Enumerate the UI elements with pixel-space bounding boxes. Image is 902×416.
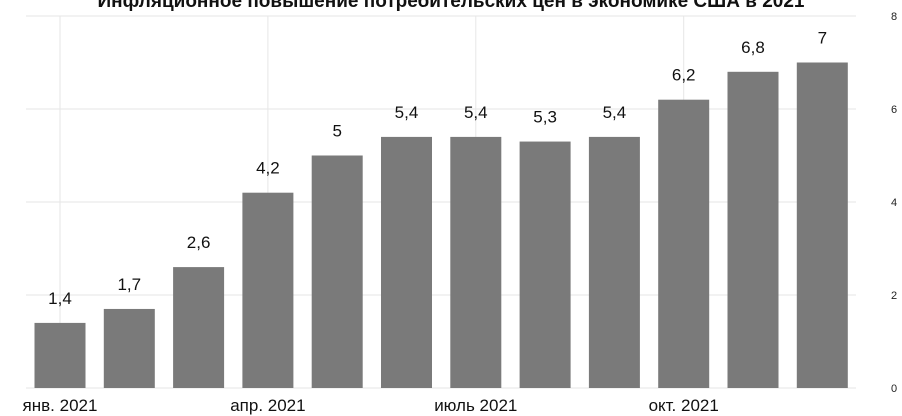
bar-8 — [588, 136, 640, 388]
data-label-11: 7 — [818, 29, 827, 48]
x-tick-label-1: апр. 2021 — [230, 396, 305, 415]
bar-0 — [34, 322, 86, 388]
x-tick-label-0: янв. 2021 — [23, 396, 98, 415]
x-tick-label-3: окт. 2021 — [649, 396, 719, 415]
data-label-1: 1,7 — [117, 275, 141, 294]
bar-11 — [796, 62, 848, 388]
chart-title: Инфляционное повышение потребительских ц… — [97, 0, 805, 12]
data-label-3: 4,2 — [256, 159, 280, 178]
data-label-10: 6,8 — [741, 38, 765, 57]
bar-9 — [658, 99, 710, 388]
bar-2 — [173, 267, 225, 388]
bar-5 — [381, 136, 432, 388]
bar-10 — [727, 71, 779, 389]
data-label-2: 2,6 — [187, 233, 211, 252]
y-tick-label-2: 4 — [891, 197, 897, 209]
y-tick-label-4: 8 — [891, 11, 897, 23]
data-label-9: 6,2 — [672, 66, 696, 85]
bar-3 — [242, 192, 294, 388]
x-tick-label-2: июль 2021 — [434, 396, 517, 415]
data-label-4: 5 — [332, 122, 341, 141]
y-tick-label-0: 0 — [891, 383, 897, 395]
bar-4 — [311, 155, 363, 388]
data-label-6: 5,4 — [464, 103, 488, 122]
data-label-8: 5,4 — [603, 103, 627, 122]
data-label-5: 5,4 — [395, 103, 419, 122]
bar-7 — [519, 141, 571, 388]
data-label-7: 5,3 — [533, 108, 557, 127]
data-label-0: 1,4 — [48, 289, 72, 308]
bar-1 — [103, 308, 155, 388]
bar-6 — [450, 136, 502, 388]
y-tick-label-3: 6 — [891, 104, 897, 116]
y-tick-label-1: 2 — [891, 290, 897, 302]
